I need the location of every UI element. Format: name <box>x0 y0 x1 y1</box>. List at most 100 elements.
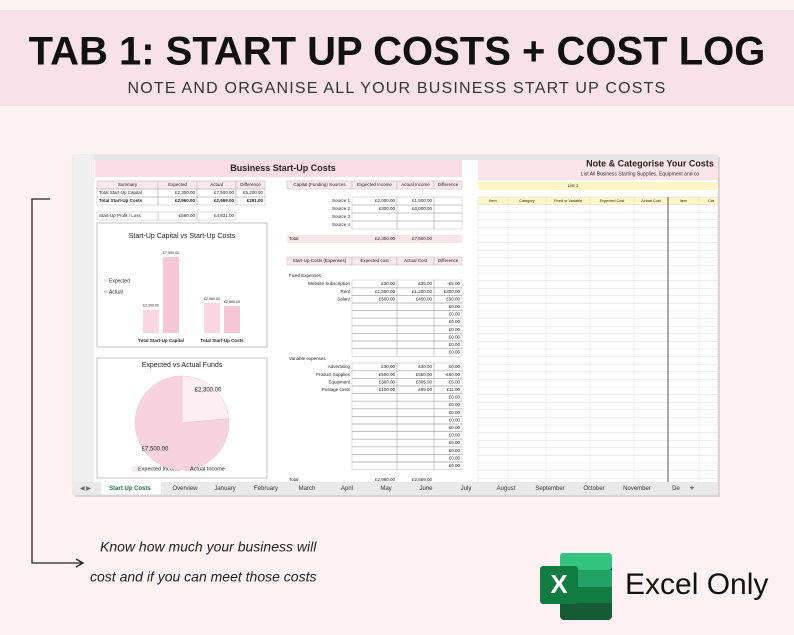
sheet-tab[interactable]: September <box>535 486 564 492</box>
cell-value: -£5.00 <box>447 281 460 286</box>
cell-value: £2,000.00 <box>375 198 396 203</box>
sheet-title-band <box>95 160 462 177</box>
sheet-tab[interactable]: April <box>341 486 353 492</box>
cell <box>433 362 463 372</box>
cell-value: £2,669.00 <box>214 198 235 203</box>
cell <box>433 325 463 334</box>
sheet-tab[interactable]: Start Up Costs <box>109 486 151 492</box>
cell-value: £500.00 <box>379 296 396 301</box>
cell-value: £11.00 <box>447 387 461 392</box>
row-label: Equipment <box>328 379 350 384</box>
sheet-tab[interactable]: November <box>623 486 651 492</box>
row-label: Salary <box>337 296 351 301</box>
bracket-arrow <box>75 558 85 568</box>
sheet-tab[interactable]: February <box>254 486 278 492</box>
cell <box>433 180 463 190</box>
sheet-tab[interactable]: June <box>419 486 433 492</box>
chart-title: Expected vs Actual Funds <box>142 362 223 369</box>
row-label: Source 3 <box>332 214 351 219</box>
cost-log-title: Note & Categorise Your Costs <box>586 158 714 168</box>
sheet-tab[interactable]: July <box>461 486 472 492</box>
cell <box>433 295 463 304</box>
legend-swatch <box>132 466 138 472</box>
cell-value: £1,500.00 <box>412 198 433 203</box>
cell-value: £291.00 <box>247 198 264 203</box>
cell-value: £1,500.00 <box>375 289 396 294</box>
cell-value: £0.00 <box>449 319 461 324</box>
bar <box>224 305 240 333</box>
cell-value: £30.00 <box>418 364 432 369</box>
cell-value: £2,669.00 <box>412 477 433 482</box>
legend-label: Actual <box>109 289 123 295</box>
cell-value: £500.00 <box>379 372 396 377</box>
cell-value: -£60.00 <box>445 372 461 377</box>
cell-value: £1,200.00 <box>412 289 433 294</box>
cell <box>433 461 463 470</box>
cell <box>433 423 463 432</box>
column-header: Cat <box>708 199 715 203</box>
sheet-tab[interactable]: May <box>380 486 391 492</box>
list-label: List 1 <box>568 183 579 188</box>
cell-value: £0.00 <box>449 463 461 468</box>
cell-value: £300.00 <box>444 289 461 294</box>
cell-value: £89.00 <box>418 387 432 392</box>
page-subtitle: NOTE AND ORGANISE ALL YOUR BUSINESS STAR… <box>128 80 667 97</box>
data-label: £2,300.00 <box>143 304 159 308</box>
row-label: Rent <box>340 289 350 294</box>
cell <box>433 393 463 402</box>
sheet-tab[interactable]: March <box>299 486 316 492</box>
sheet-tab[interactable]: Overview <box>172 486 198 492</box>
tab-nav[interactable]: ◀ ▶ <box>80 486 91 492</box>
legend-swatch <box>104 290 107 293</box>
data-label: £2,669.00 <box>224 300 240 304</box>
pie-slice <box>181 375 230 424</box>
sheet-tab[interactable]: De <box>672 486 680 492</box>
column-header: Start-Up Costs (Expenses) <box>293 258 347 263</box>
logo-square <box>540 566 578 604</box>
row-number-strip <box>73 155 94 482</box>
column-header: Expected cost <box>360 258 389 263</box>
footer-note: Know how much your business will <box>100 539 317 555</box>
legend-label: Actual Income <box>190 466 225 472</box>
cell-value: £7,500.00 <box>214 190 235 195</box>
cell-value: £0.00 <box>449 433 461 438</box>
cell-value: £35.00 <box>418 281 432 286</box>
cell <box>433 302 463 311</box>
sheet-tab[interactable]: August <box>497 486 516 492</box>
legend-swatch <box>184 466 190 472</box>
cell-value: £7,500.00 <box>412 236 433 241</box>
bracket <box>31 198 82 564</box>
cell-value: -£5.00 <box>447 379 460 384</box>
cell-value: £0.00 <box>449 455 461 460</box>
active-tab <box>101 482 161 494</box>
cell-value: £0.00 <box>449 395 461 400</box>
column-header: Expected <box>168 182 187 187</box>
cell <box>433 333 463 342</box>
data-label: £7,500.00 <box>142 447 169 453</box>
cell-value: £560.00 <box>416 372 433 377</box>
excel-badge: Excel Only <box>625 568 768 601</box>
row-label: Website Subscription <box>308 281 351 286</box>
legend-label: Expected <box>109 278 130 284</box>
cell-value: £0.00 <box>449 364 461 369</box>
column-header: Actual Cost <box>641 199 661 203</box>
column-header: Summary <box>118 182 138 187</box>
cell-value: £2,960.00 <box>175 198 196 203</box>
sheet-tab[interactable]: January <box>214 486 235 492</box>
x-tick-label: Total Start-Up Capital <box>138 338 184 343</box>
data-label: £2,300.00 <box>195 388 222 394</box>
cell-value: £0.00 <box>449 327 461 332</box>
cell <box>433 438 463 448</box>
cell-value: £0.00 <box>449 410 461 415</box>
add-tab[interactable]: + <box>690 484 695 493</box>
banner <box>0 10 794 106</box>
column-header: Item <box>489 199 496 203</box>
row-label: Total <box>289 477 299 482</box>
cell <box>433 454 463 463</box>
bar <box>143 309 159 333</box>
sheet-tab[interactable]: October <box>583 486 604 492</box>
logo-letter: X <box>550 569 568 599</box>
chart-title: Start-Up Capital vs Start-Up Costs <box>129 233 236 240</box>
row-label: Advertising <box>328 364 351 369</box>
